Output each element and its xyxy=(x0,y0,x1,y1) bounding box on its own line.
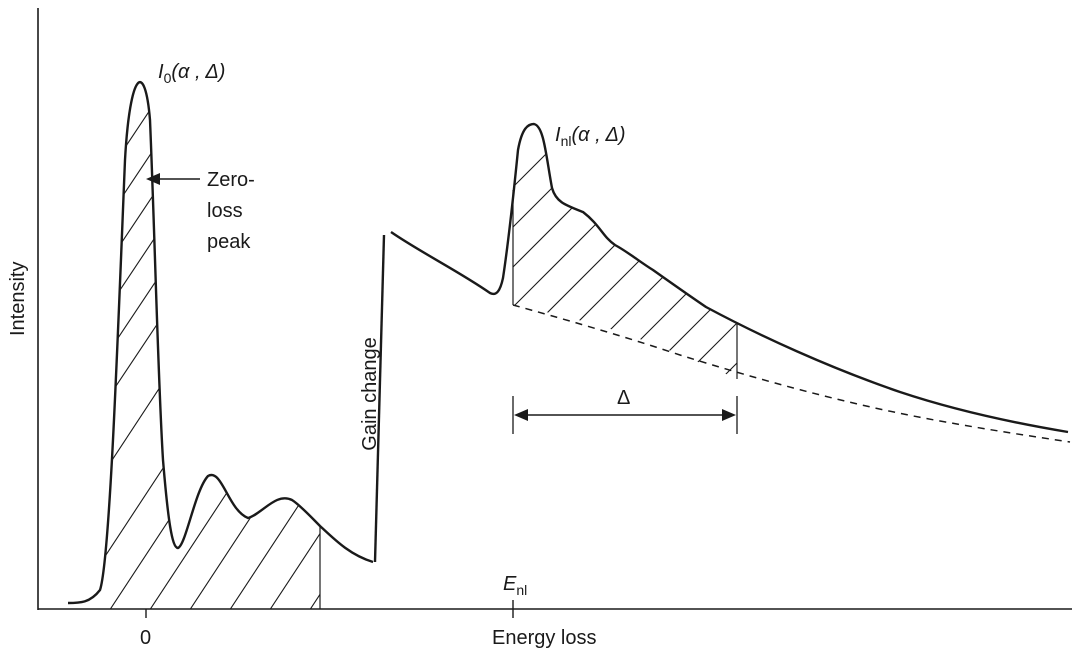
enl-symbol: E xyxy=(503,573,517,595)
enl-subscript: nl xyxy=(516,582,528,598)
inl-args: (α , Δ) xyxy=(571,124,626,146)
delta-arrowhead-right xyxy=(722,409,736,421)
i0-args: (α , Δ) xyxy=(171,61,226,83)
background-extrapolation xyxy=(512,304,1071,443)
x-tick-enl-label: Enl xyxy=(503,573,527,597)
zero-loss-arrowhead xyxy=(146,173,160,185)
i0-label: I0(α , Δ) xyxy=(158,61,226,85)
zero-loss-label-line2: loss xyxy=(207,200,243,222)
core-loss-hatching xyxy=(513,139,737,379)
low-loss-curve xyxy=(67,81,374,605)
x-axis-label: Energy loss xyxy=(492,627,597,649)
core-loss-curve xyxy=(390,122,1069,434)
inl-label: Inl(α , Δ) xyxy=(555,124,626,148)
delta-arrowhead-left xyxy=(514,409,528,421)
zero-loss-label-line1: Zero- xyxy=(207,169,255,191)
inl-subscript: nl xyxy=(560,133,572,149)
gain-change-step xyxy=(373,234,386,563)
zero-loss-label-line3: peak xyxy=(207,231,251,253)
gain-change-label: Gain change xyxy=(359,337,381,451)
delta-label: Δ xyxy=(617,387,631,409)
y-axis-label: Intensity xyxy=(7,261,29,336)
zero-loss-hatching xyxy=(100,82,320,610)
i0-subscript: 0 xyxy=(163,70,172,86)
inl-symbol: I xyxy=(555,124,561,146)
x-tick-zero-label: 0 xyxy=(140,627,152,649)
i0-symbol: I xyxy=(158,61,164,83)
